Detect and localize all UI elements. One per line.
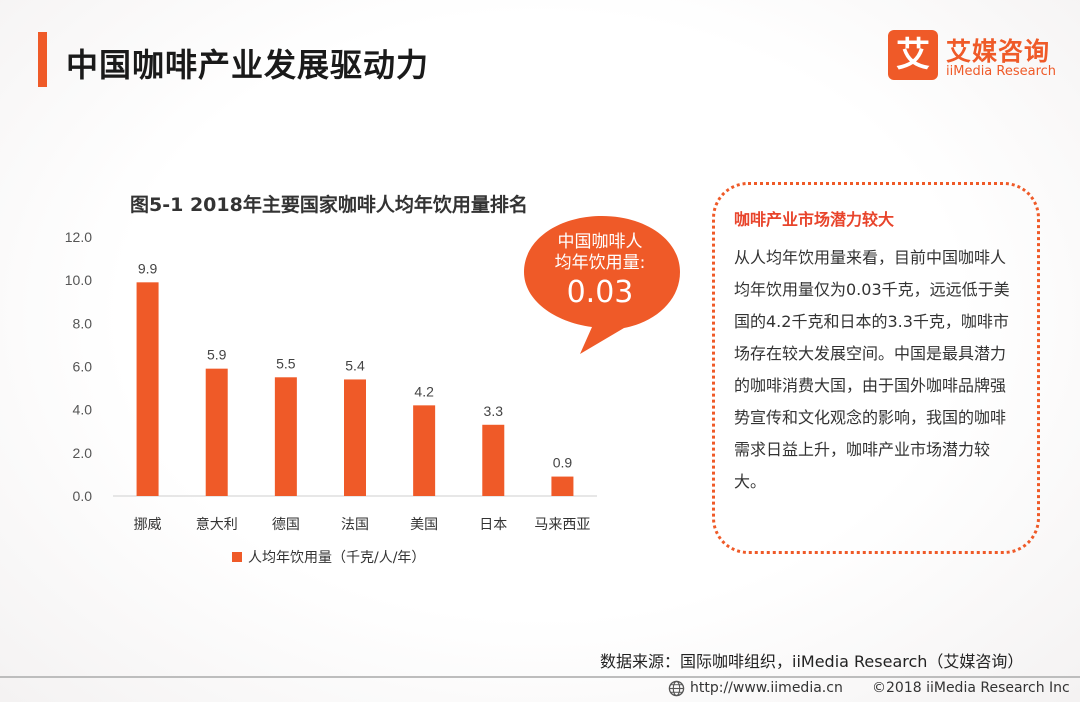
x-tick-label: 挪威 [134,517,162,533]
bar-value-label: 0.9 [553,455,573,471]
x-tick-label: 美国 [410,517,438,533]
callout-value: 0.03 [566,275,634,310]
bar-5 [482,424,505,496]
insight-panel-body: 从人均年饮用量来看，目前中国咖啡人均年饮用量仅为0.03千克，远远低于美国的4.… [734,248,1010,491]
legend-swatch [232,552,242,562]
insight-panel [712,182,1040,554]
logo-mark: 艾 [888,30,938,80]
bar-2 [274,377,297,496]
bar-value-label: 5.9 [207,347,227,363]
bar-4 [413,405,436,496]
logo-name-cn: 艾媒咨询 [946,37,1051,66]
insight-panel-title: 咖啡产业市场潜力较大 [734,210,895,229]
y-tick-label: 2.0 [73,445,93,461]
x-tick-label: 马来西亚 [534,517,590,533]
x-tick-label: 德国 [272,517,300,533]
iimedia-logo: 艾 艾媒咨询 iiMedia Research [888,30,1068,82]
y-tick-label: 12.0 [65,229,92,245]
callout-line-2: 均年饮用量: [554,253,646,273]
legend-label: 人均年饮用量（千克/人/年） [248,550,425,566]
data-source: 数据来源：国际咖啡组织，iiMedia Research（艾媒咨询） [600,652,1024,671]
globe-icon [668,680,685,697]
footer-divider [0,676,1080,678]
callout-line-1: 中国咖啡人 [557,232,643,252]
bar-3 [344,379,366,496]
bar-chart: 0.0 2.0 4.0 6.0 8.0 10.0 12.0 9.9 挪威 5.9 意大利 5.5 德国 5… [65,229,597,566]
callout-bubble-shape [524,216,680,354]
bar-0 [136,282,159,496]
x-tick-label: 意大利 [196,516,238,533]
y-tick-label: 8.0 [73,315,93,331]
y-tick-label: 6.0 [73,359,93,375]
callout-bubble [524,216,680,354]
bar-value-label: 5.5 [276,355,296,371]
callout-text: 中国咖啡人 均年饮用量: 0.03 [528,232,672,312]
footer-url: http://www.iimedia.cn [690,680,843,696]
bar-value-label: 3.3 [484,403,504,419]
logo-name-en: iiMedia Research [946,64,1057,79]
bar-value-label: 4.2 [414,383,434,399]
page-title: 中国咖啡产业发展驱动力 [66,46,430,84]
y-tick-label: 4.0 [73,402,93,418]
y-tick-label: 10.0 [65,272,92,288]
x-tick-label: 法国 [341,517,369,533]
bar-value-label: 9.9 [138,260,158,276]
bar-1 [205,368,228,496]
x-tick-label: 日本 [479,517,507,533]
chart-title: 图5-1 2018年主要国家咖啡人均年饮用量排名 [130,194,528,216]
y-tick-label: 0.0 [73,488,93,504]
bar-value-label: 5.4 [345,357,365,373]
bar-6 [551,476,574,496]
title-accent-bar [38,32,47,87]
footer-copyright: ©2018 iiMedia Research Inc [872,680,1070,696]
